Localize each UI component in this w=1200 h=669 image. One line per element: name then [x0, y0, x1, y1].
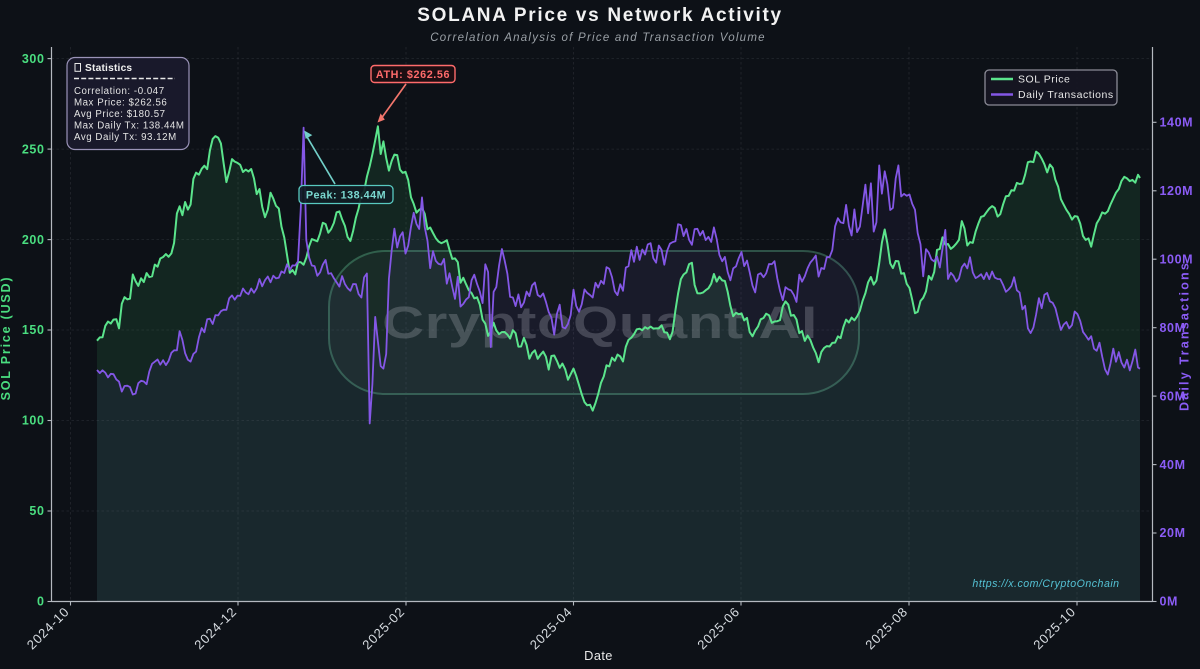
svg-text:Peak: 138.44M: Peak: 138.44M	[306, 190, 386, 202]
svg-text:Correlation Analysis of Price: Correlation Analysis of Price and Transa…	[430, 32, 766, 44]
svg-text:300: 300	[22, 52, 45, 66]
svg-text:SOL Price (USD): SOL Price (USD)	[0, 276, 13, 401]
svg-text:60M: 60M	[1160, 389, 1186, 403]
svg-text:40M: 40M	[1160, 458, 1186, 472]
svg-text:100: 100	[22, 414, 45, 428]
svg-text:150: 150	[22, 323, 45, 337]
svg-text:200: 200	[22, 233, 45, 247]
svg-text:Date: Date	[584, 648, 613, 663]
svg-text:Max Price: $262.56: Max Price: $262.56	[74, 98, 167, 109]
svg-text:20M: 20M	[1160, 526, 1186, 540]
svg-text:250: 250	[22, 142, 45, 156]
svg-text:https://x.com/CryptoOnchain: https://x.com/CryptoOnchain	[972, 578, 1119, 590]
svg-text:Max Daily Tx: 138.44M: Max Daily Tx: 138.44M	[74, 121, 184, 132]
svg-text:120M: 120M	[1160, 184, 1194, 198]
svg-text:100M: 100M	[1160, 252, 1194, 266]
svg-text:ATH: $262.56: ATH: $262.56	[376, 69, 450, 81]
svg-text:50: 50	[29, 504, 44, 518]
svg-text:Avg Price: $180.57: Avg Price: $180.57	[74, 109, 166, 120]
svg-text:140M: 140M	[1160, 116, 1194, 130]
svg-text:Daily Transactions: Daily Transactions	[1178, 261, 1192, 411]
svg-text:SOL Price: SOL Price	[1018, 74, 1070, 86]
svg-text:80M: 80M	[1160, 321, 1186, 335]
svg-text:0: 0	[37, 595, 45, 609]
svg-text:CryptoQuant AI: CryptoQuant AI	[382, 298, 818, 348]
svg-text:Avg Daily Tx: 93.12M: Avg Daily Tx: 93.12M	[74, 132, 177, 143]
svg-text:Correlation: -0.047: Correlation: -0.047	[74, 86, 165, 97]
svg-text:Daily Transactions: Daily Transactions	[1018, 89, 1114, 101]
svg-text:Statistics: Statistics	[85, 63, 132, 74]
svg-text:SOLANA Price vs Network Activi: SOLANA Price vs Network Activity	[417, 5, 783, 26]
svg-text:0M: 0M	[1160, 595, 1179, 609]
